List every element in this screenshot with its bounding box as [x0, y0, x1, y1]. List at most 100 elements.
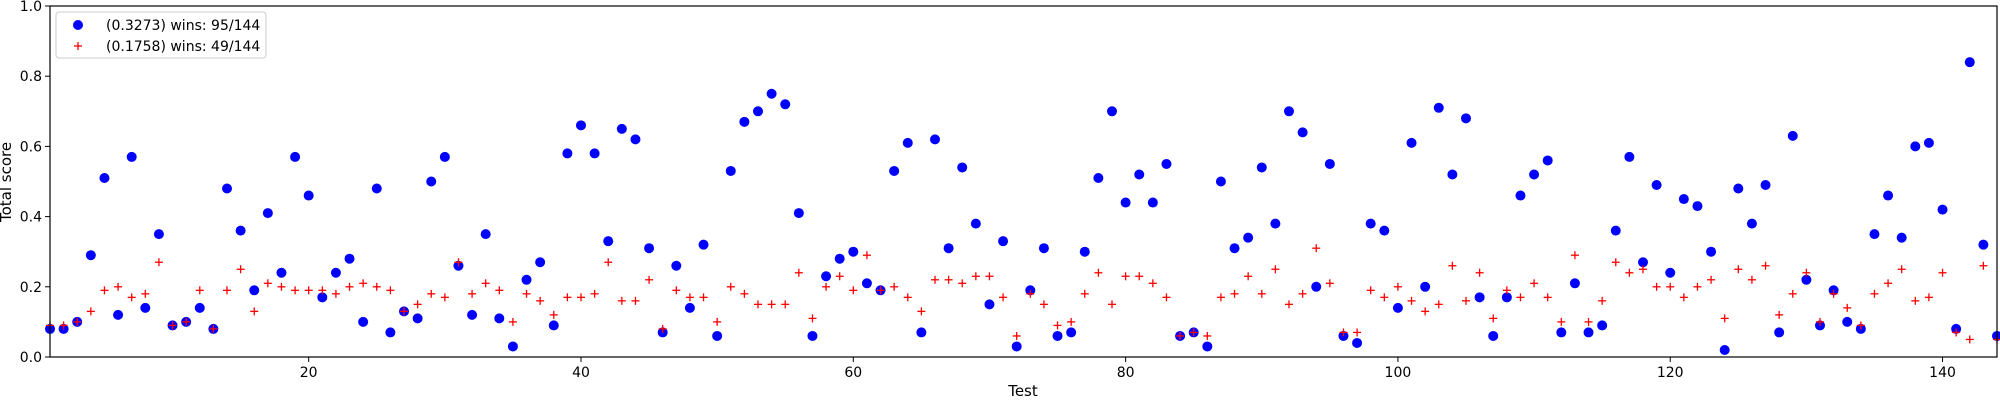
data-point-plus	[917, 307, 926, 316]
data-point-plus	[495, 286, 504, 295]
data-point-circle	[290, 151, 301, 162]
data-point-plus	[1952, 328, 1961, 337]
data-point-circle	[1651, 180, 1662, 191]
data-point-plus	[1026, 289, 1035, 298]
data-point-plus	[754, 300, 762, 309]
data-point-plus	[658, 324, 667, 333]
data-point-plus	[1979, 261, 1988, 270]
data-point-circle	[262, 208, 273, 219]
legend: (0.3273) wins: 95/144 (0.1758) wins: 49/1…	[55, 11, 267, 59]
data-point-circle	[671, 260, 682, 271]
data-point-plus	[903, 293, 912, 302]
data-point-plus	[781, 300, 790, 309]
data-point-plus	[740, 289, 749, 298]
data-point-plus	[713, 317, 722, 326]
data-point-plus	[1747, 275, 1756, 284]
data-point-plus	[1434, 300, 1443, 309]
legend-entry: (0.3273) wins: 95/144	[106, 18, 260, 34]
data-point-circle	[1011, 341, 1022, 352]
data-point-circle	[317, 292, 328, 303]
data-point-plus	[291, 286, 300, 295]
data-point-circle	[1134, 169, 1145, 180]
data-point-plus	[522, 289, 531, 298]
legend-box	[55, 11, 267, 59]
y-tick-label: 0.2	[20, 280, 42, 296]
data-point-circle	[303, 190, 314, 201]
data-point-plus	[985, 272, 994, 281]
data-point-circle	[1692, 201, 1703, 212]
data-point-plus	[1039, 300, 1048, 309]
data-point-plus	[862, 251, 871, 260]
data-point-plus	[427, 289, 436, 298]
data-point-plus	[1366, 286, 1375, 295]
data-point-plus	[1911, 296, 1920, 305]
data-point-circle	[1215, 176, 1226, 187]
data-point-plus	[1652, 282, 1661, 291]
x-tick-label: 140	[1929, 365, 1956, 381]
x-tick-label: 100	[1385, 365, 1412, 381]
data-point-plus	[1012, 331, 1021, 340]
data-point-plus	[127, 293, 136, 302]
data-point-plus	[209, 324, 218, 333]
plot-frame	[49, 5, 1998, 358]
data-point-plus	[468, 289, 477, 298]
data-point-plus	[835, 272, 844, 281]
data-point-circle	[194, 302, 205, 313]
y-tick-label: 0.8	[20, 69, 42, 85]
data-point-circle	[1978, 239, 1989, 250]
data-point-circle	[1038, 243, 1049, 254]
data-point-circle	[970, 218, 981, 229]
data-point-plus	[73, 317, 82, 326]
data-point-circle	[1297, 127, 1308, 138]
data-point-plus	[536, 296, 545, 305]
data-point-circle	[848, 246, 859, 257]
data-point-plus	[1557, 317, 1566, 326]
data-point-circle	[1461, 113, 1471, 124]
y-tick-label: 0.4	[20, 210, 42, 226]
data-point-plus	[372, 282, 381, 291]
data-point-circle	[1379, 225, 1390, 236]
data-point-plus	[685, 293, 694, 302]
data-point-circle	[1665, 267, 1676, 278]
data-point-plus	[345, 282, 354, 291]
data-point-plus	[223, 286, 231, 295]
data-point-circle	[821, 271, 832, 282]
data-point-circle	[739, 116, 750, 127]
data-point-plus	[1707, 275, 1716, 284]
data-point-plus	[958, 279, 967, 288]
data-point-circle	[1583, 327, 1594, 338]
data-point-circle	[725, 165, 736, 176]
data-point-circle	[1992, 330, 2000, 341]
data-point-plus	[1203, 331, 1212, 340]
y-axis: 0.0 0.2 0.4 0.6 0.8 1.0	[20, 0, 50, 366]
data-point-plus	[1775, 310, 1784, 319]
data-point-circle	[684, 302, 695, 313]
data-point-plus	[1162, 293, 1171, 302]
data-point-plus	[168, 321, 177, 330]
data-point-circle	[126, 151, 137, 162]
data-point-plus	[277, 282, 286, 291]
data-point-plus	[876, 286, 885, 295]
data-point-plus	[1393, 282, 1402, 291]
data-point-plus	[1298, 289, 1307, 298]
data-point-circle	[1243, 232, 1254, 243]
data-point-circle	[1678, 194, 1689, 205]
data-point-plus	[1570, 251, 1579, 260]
data-point-circle	[1787, 130, 1798, 141]
legend-entry: (0.1758) wins: 49/144	[106, 39, 260, 55]
data-point-circle	[562, 148, 573, 159]
data-point-plus	[1475, 268, 1484, 277]
data-point-circle	[385, 327, 396, 338]
data-point-plus	[331, 289, 340, 298]
data-point-circle	[1052, 330, 1063, 341]
data-point-circle	[930, 134, 940, 145]
data-point-circle	[712, 330, 723, 341]
data-point-circle	[1270, 218, 1281, 229]
data-point-plus	[1816, 317, 1824, 326]
data-point-circle	[1842, 316, 1853, 327]
data-point-circle	[1202, 341, 1213, 352]
data-point-plus	[1584, 317, 1593, 326]
data-point-circle	[344, 253, 355, 264]
data-point-plus	[1489, 314, 1498, 323]
